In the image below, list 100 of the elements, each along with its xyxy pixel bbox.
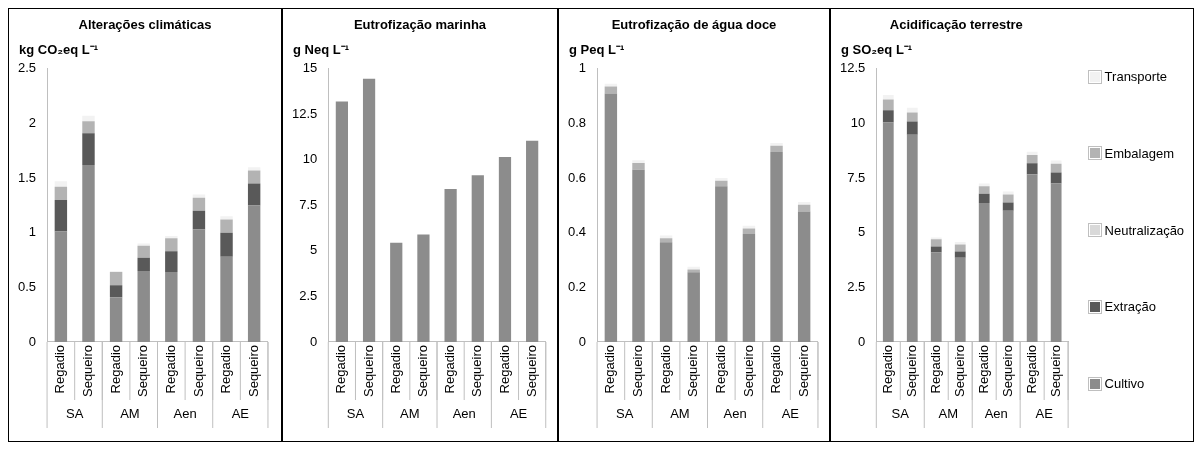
bar — [715, 180, 728, 187]
y-tick-label: 7.5 — [847, 169, 866, 185]
bar — [906, 121, 918, 135]
x-tick-label: Regadio — [496, 344, 512, 394]
bar — [165, 238, 178, 252]
y-axis-title: kg CO₂eq L⁻¹ — [19, 41, 100, 58]
x-tick-label: Regadio — [52, 344, 68, 394]
bar — [632, 169, 645, 342]
x-tick-label: Regadio — [218, 344, 234, 394]
bar — [192, 194, 206, 198]
bar — [82, 164, 95, 342]
x-tick-label: Sequeiro — [740, 344, 756, 398]
bar — [770, 152, 783, 342]
bar — [471, 175, 484, 342]
bar — [220, 216, 233, 220]
text: AM — [670, 405, 690, 421]
x-tick-label: Regadio — [927, 344, 943, 394]
x-tick-label: Sequeiro — [360, 344, 376, 398]
bar — [1026, 163, 1038, 175]
x-tick-label: Sequeiro — [190, 344, 206, 398]
legend-label: Transporte — [1104, 69, 1167, 84]
bar — [165, 251, 178, 273]
y-tick-label: 1.5 — [17, 169, 37, 185]
y-axis-title: g Neq L⁻¹ — [293, 41, 350, 58]
y-tick-label: 1 — [28, 224, 37, 240]
bar — [882, 110, 894, 123]
bar — [192, 229, 206, 342]
bar — [220, 256, 233, 342]
y-tick-label: 5 — [858, 224, 866, 240]
bar — [109, 297, 123, 342]
x-tick-label: Sequeiro — [1047, 344, 1063, 398]
bar — [1026, 151, 1038, 156]
bar — [632, 160, 645, 164]
bar — [742, 225, 756, 229]
chart-title: Alterações climáticas — [77, 17, 213, 32]
bar — [1050, 160, 1062, 164]
text: SA — [346, 405, 365, 421]
bar — [742, 234, 756, 342]
y-tick-label: 5 — [310, 242, 318, 258]
chart-title: Acidificação terrestre — [888, 17, 1024, 32]
x-tick-label: Regadio — [387, 344, 403, 394]
chart-title: Eutrofização marinha — [352, 17, 488, 32]
bar — [882, 99, 894, 111]
bar — [247, 183, 261, 206]
bar — [417, 234, 430, 342]
bar — [906, 112, 918, 122]
text: AE — [781, 405, 800, 421]
text: AM — [120, 405, 140, 421]
bar — [109, 285, 123, 298]
x-tick-label: Sequeiro — [523, 344, 539, 398]
bar — [797, 211, 811, 342]
bar — [165, 235, 178, 239]
text: AE — [509, 405, 528, 421]
bar — [82, 115, 95, 122]
bar — [1050, 172, 1062, 184]
x-tick-label: Regadio — [1023, 344, 1039, 394]
bar — [978, 202, 990, 342]
bar — [137, 257, 150, 271]
bar — [954, 244, 966, 252]
bar — [715, 186, 728, 342]
y-tick-label: 0.5 — [17, 278, 37, 294]
y-tick-label: 10 — [850, 115, 866, 131]
bar — [906, 134, 918, 342]
y-axis-title: g Peq L⁻¹ — [569, 41, 626, 58]
x-tick-label: Sequeiro — [951, 344, 967, 398]
bar — [444, 188, 457, 342]
bar — [54, 231, 68, 342]
y-tick-label: 7.5 — [299, 196, 318, 212]
text: SA — [616, 405, 634, 421]
bar — [770, 145, 783, 153]
x-tick-label: Regadio — [879, 344, 895, 394]
x-tick-label: Sequeiro — [245, 344, 261, 398]
bar — [687, 272, 700, 342]
bar — [54, 199, 68, 232]
y-tick-label: 0.6 — [567, 169, 587, 185]
y-tick-label: 0 — [578, 333, 587, 349]
bar — [930, 246, 942, 253]
y-tick-label: 0.8 — [567, 115, 587, 131]
x-tick-label: Regadio — [602, 344, 618, 394]
bar — [882, 95, 894, 100]
y-tick-label: 15 — [302, 60, 318, 76]
bar — [498, 157, 512, 342]
bar — [109, 272, 123, 286]
bar — [82, 121, 95, 134]
x-tick-label: Regadio — [712, 344, 728, 394]
x-tick-label: Sequeiro — [630, 344, 646, 398]
y-tick-label: 2.5 — [299, 288, 318, 304]
text: Aen — [452, 405, 476, 421]
bar — [930, 239, 942, 247]
text: Aen — [173, 405, 197, 421]
bar — [1050, 163, 1062, 173]
y-tick-label: 0 — [858, 333, 866, 349]
bar — [1026, 174, 1038, 342]
x-tick-label: Sequeiro — [135, 344, 151, 398]
text: AE — [231, 405, 250, 421]
bar — [1026, 155, 1038, 164]
x-tick-label: Sequeiro — [795, 344, 811, 398]
bar — [1002, 194, 1014, 203]
text: SA — [891, 405, 910, 421]
x-tick-label: Regadio — [442, 344, 458, 394]
